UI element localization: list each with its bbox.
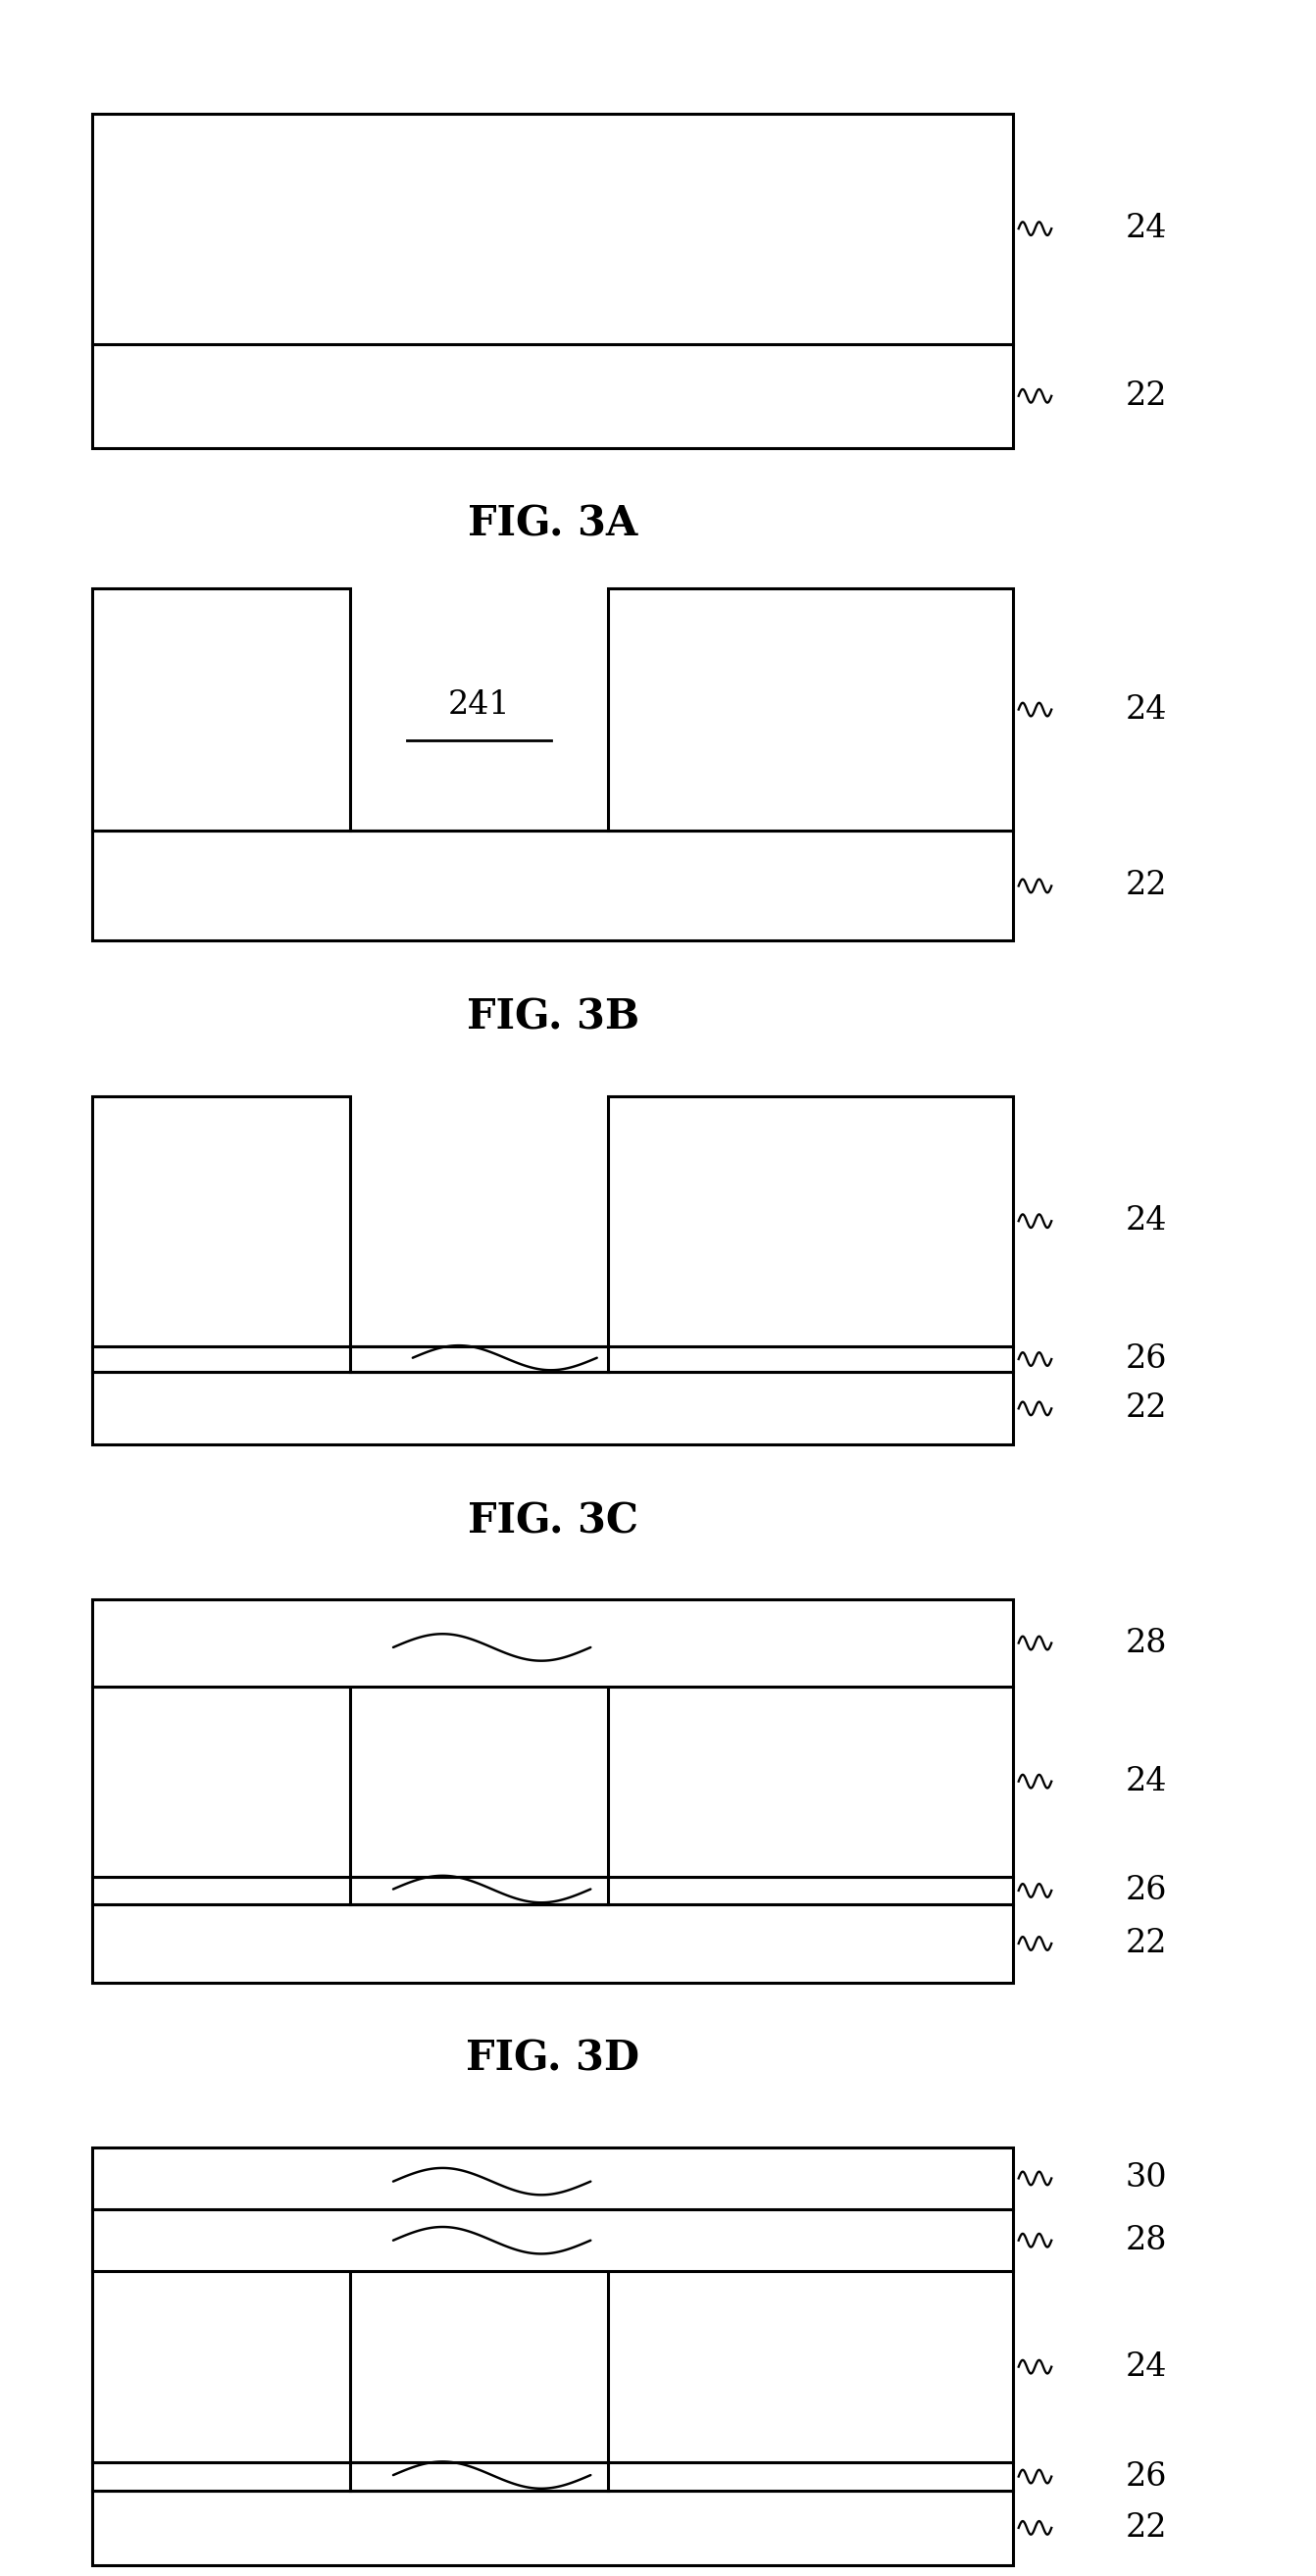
- Text: 22: 22: [1125, 1927, 1167, 1960]
- Text: 24: 24: [1125, 1206, 1167, 1236]
- Text: FIG. 3D: FIG. 3D: [466, 2038, 640, 2079]
- Bar: [92, 2210, 1013, 2272]
- Bar: [350, 2210, 608, 2272]
- Bar: [92, 587, 350, 832]
- Bar: [608, 1687, 1013, 1875]
- Bar: [92, 343, 1013, 448]
- Text: FIG. 3A: FIG. 3A: [467, 505, 638, 546]
- Bar: [92, 1095, 350, 1347]
- Text: 24: 24: [1125, 2352, 1167, 2383]
- Bar: [608, 1095, 1013, 1347]
- Bar: [92, 1875, 1013, 1904]
- Bar: [92, 2272, 350, 2463]
- Bar: [92, 1347, 1013, 1373]
- Text: 26: 26: [1125, 1875, 1167, 1906]
- Bar: [92, 2148, 1013, 2210]
- Bar: [92, 832, 1013, 940]
- Text: 241: 241: [447, 688, 511, 721]
- Text: FIG. 3C: FIG. 3C: [467, 1502, 638, 1543]
- Bar: [608, 587, 1013, 832]
- Text: 30: 30: [1125, 2164, 1167, 2195]
- Text: 28: 28: [1125, 1628, 1167, 1659]
- Text: 22: 22: [1125, 2512, 1167, 2543]
- Text: FIG. 3B: FIG. 3B: [466, 997, 640, 1038]
- Bar: [92, 2463, 1013, 2491]
- Text: 22: 22: [1125, 1394, 1167, 1425]
- Bar: [92, 1600, 1013, 1687]
- Bar: [92, 2491, 1013, 2566]
- Bar: [92, 1373, 1013, 1445]
- Text: 26: 26: [1125, 1345, 1167, 1376]
- Bar: [92, 113, 1013, 343]
- Text: 28: 28: [1125, 2226, 1167, 2257]
- Text: 24: 24: [1125, 214, 1167, 245]
- Text: 24: 24: [1125, 693, 1167, 726]
- Text: 24: 24: [1125, 1765, 1167, 1798]
- Bar: [92, 1687, 350, 1875]
- Bar: [92, 1904, 1013, 1984]
- Bar: [608, 2272, 1013, 2463]
- Text: 22: 22: [1125, 381, 1167, 412]
- Text: 22: 22: [1125, 871, 1167, 902]
- Text: 26: 26: [1125, 2460, 1167, 2491]
